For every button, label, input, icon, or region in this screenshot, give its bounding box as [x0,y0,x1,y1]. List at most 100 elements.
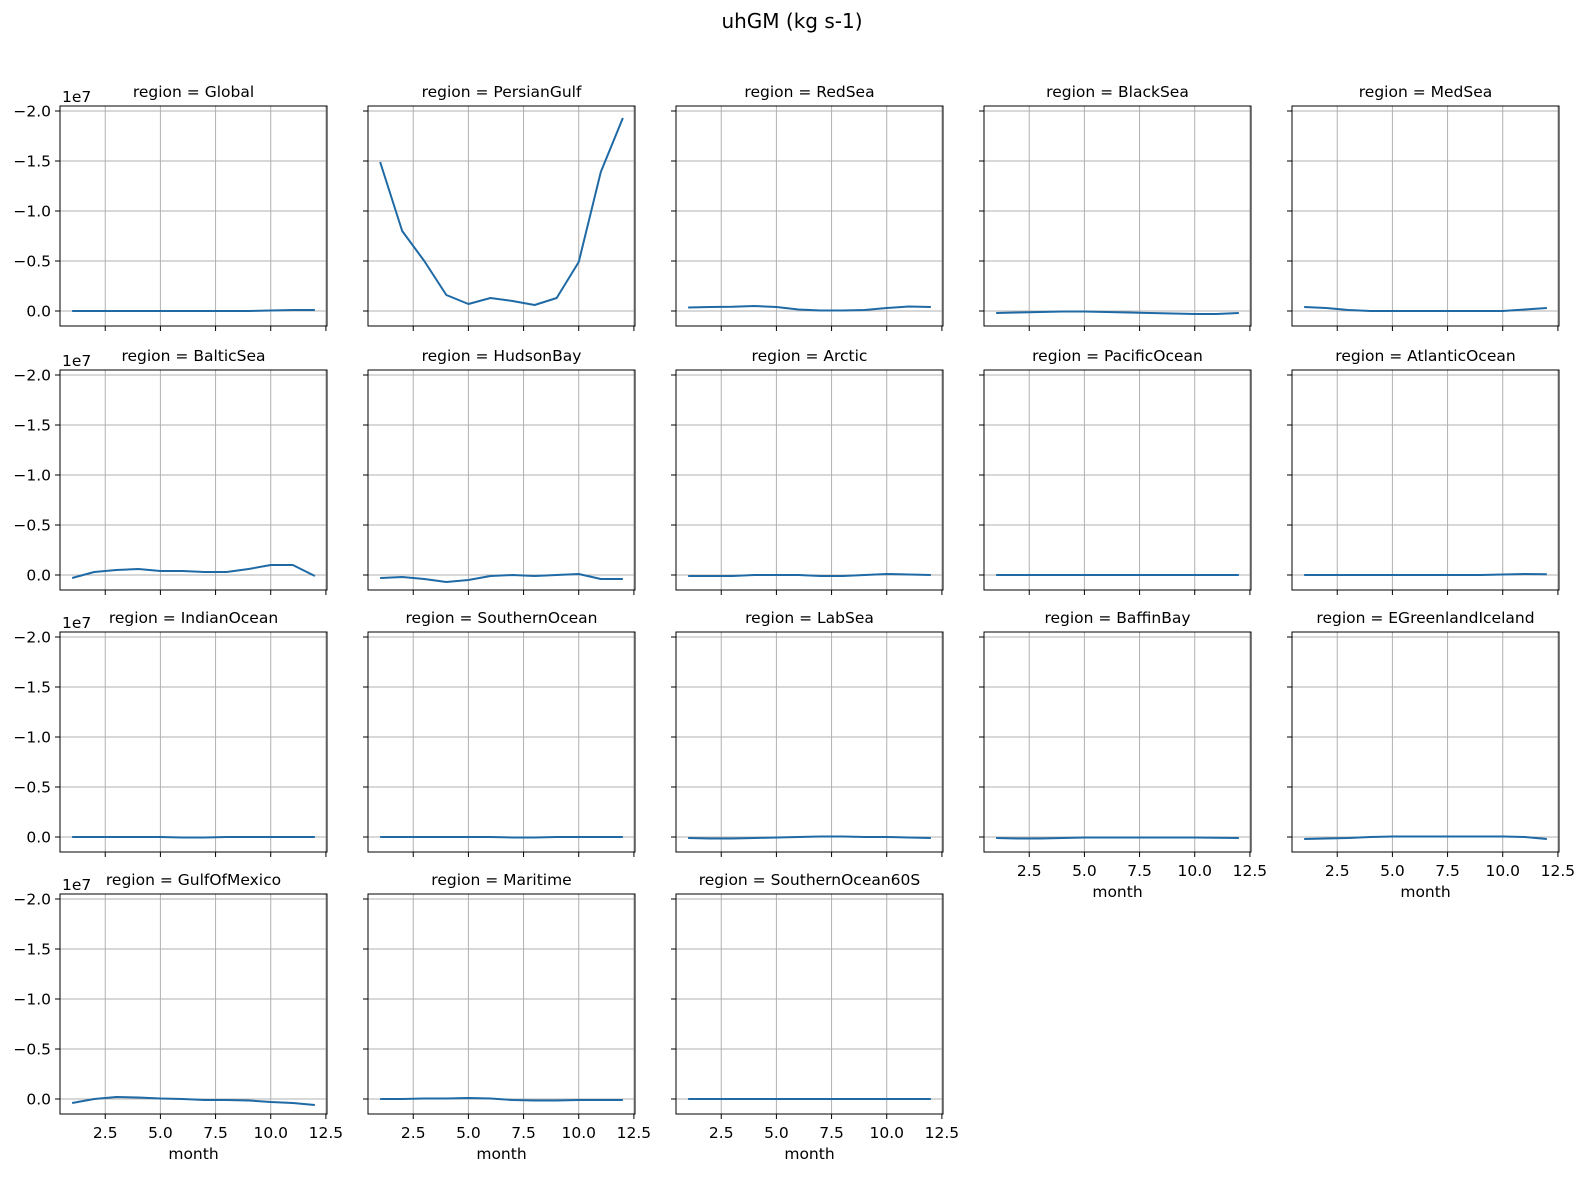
y-tick-label: −2.0 [13,367,51,385]
panel-title: region = Maritime [431,871,571,889]
axes-frame [675,893,944,1115]
panel-title: region = LabSea [745,609,874,627]
x-axis-label: month [1400,883,1450,901]
x-tick-label: 10.0 [253,1124,288,1142]
panel-title: region = MedSea [1359,83,1492,101]
x-tick-label: 2.5 [93,1124,118,1142]
x-tick-label: 2.5 [709,1124,734,1142]
x-tick-label: 5.0 [1380,862,1405,880]
axes-frame [367,893,636,1115]
y-offset-label: 1e7 [62,876,91,894]
panel-title: region = EGreenlandIceland [1316,609,1534,627]
x-tick-label: 7.5 [1127,862,1152,880]
axes-frame [1291,105,1560,327]
x-axis-label: month [168,1145,218,1163]
y-tick-label: −2.0 [13,103,51,121]
panel-pacificocean: region = PacificOcean [979,347,1252,595]
panel-title: region = BaffinBay [1044,609,1190,627]
axes-frame [675,369,944,591]
x-tick-label: 7.5 [819,1124,844,1142]
panel-global: region = Global 0.0 −0.5 −1.0 −1.5 −2.0 1e7 [13,83,328,331]
panel-title: region = BlackSea [1046,83,1189,101]
panel-title: region = AtlanticOcean [1335,347,1515,365]
x-tick-label: 10.0 [869,1124,904,1142]
y-tick-label: −0.5 [13,517,51,535]
x-tick-label: 12.5 [1541,862,1576,880]
panel-egreenlandiceland: region = EGreenlandIceland 2.5 5.0 7.5 10.0 1… [1287,609,1575,901]
x-tick-label: 10.0 [1177,862,1212,880]
panel-title: region = HudsonBay [422,347,582,365]
x-tick-label: 5.0 [456,1124,481,1142]
panel-atlanticocean: region = AtlanticOcean [1287,347,1560,595]
panel-title: region = Arctic [752,347,868,365]
x-tick-label: 7.5 [511,1124,536,1142]
panel-southernocean: region = SouthernOcean [363,609,636,857]
series-line [688,305,931,312]
y-offset-label: 1e7 [62,614,91,632]
panel-southernocean60s: region = SouthernOcean60S 2.5 5.0 7.5 10.0 12… [671,871,959,1163]
panel-title: region = SouthernOcean [406,609,598,627]
series-line [1304,835,1547,840]
x-tick-label: 2.5 [1017,862,1042,880]
x-tick-label: 2.5 [401,1124,426,1142]
axes-frame [983,105,1252,327]
x-axis-label: month [476,1145,526,1163]
series-line [996,310,1239,315]
axes-frame [675,105,944,327]
series-line [380,836,623,839]
y-tick-label: −1.5 [13,153,51,171]
axes-frame [983,369,1252,591]
y-tick-label: −1.5 [13,417,51,435]
series-line [1304,573,1547,576]
figure-title: uhGM (kg s-1) [721,9,862,33]
panel-gulfofmexico: region = GulfOfMexico 0.0 −0.5 −1.0 −1.5 −2.0… [13,871,343,1163]
series-line [380,573,623,583]
panel-baffinbay: region = BaffinBay 2.5 5.0 7.5 10.0 12.5 month [979,609,1267,901]
panel-title: region = GulfOfMexico [106,871,281,889]
series-line [71,1096,315,1106]
y-tick-label: −0.5 [13,1041,51,1059]
y-tick-label: −2.0 [13,629,51,647]
panel-blacksea: region = BlackSea [979,83,1252,331]
axes-frame [1291,369,1560,591]
panel-arctic: region = Arctic [671,347,944,595]
panel-title: region = RedSea [744,83,874,101]
y-tick-label: −1.5 [13,679,51,697]
axes-frame [59,631,328,853]
panel-redsea: region = RedSea [671,83,944,331]
panel-maritime: region = Maritime 2.5 5.0 7.5 10.0 12.5 month [363,871,651,1163]
x-tick-label: 5.0 [1072,862,1097,880]
x-tick-label: 7.5 [1435,862,1460,880]
panel-medsea: region = MedSea [1287,83,1560,331]
x-tick-label: 12.5 [309,1124,344,1142]
x-tick-label: 12.5 [617,1124,652,1142]
panel-title: region = SouthernOcean60S [699,871,921,889]
panel-title: region = PacificOcean [1032,347,1203,365]
series-line [688,573,931,577]
series-line [72,836,315,839]
axes-frame [59,369,328,591]
y-tick-label: 0.0 [26,567,51,585]
x-tick-label: 10.0 [561,1124,596,1142]
x-axis-label: month [784,1145,834,1163]
x-tick-label: 10.0 [1485,862,1520,880]
axes-frame [983,631,1252,853]
y-tick-label: 0.0 [26,303,51,321]
x-tick-label: 5.0 [148,1124,173,1142]
panel-title: region = IndianOcean [109,609,278,627]
series-line [688,835,931,840]
x-tick-label: 5.0 [764,1124,789,1142]
series-line [380,1097,623,1102]
series-line [996,836,1239,840]
panel-labsea: region = LabSea [671,609,944,857]
axes-frame [59,893,328,1115]
panel-balticsea: region = BalticSea 0.0 −0.5 −1.0 −1.5 −2.0 1e7 [13,347,328,595]
axes-frame [367,105,636,327]
axes-frame [1291,631,1560,853]
y-tick-label: 0.0 [26,1091,51,1109]
axes-frame [675,631,944,853]
y-tick-label: −0.5 [13,779,51,797]
y-tick-label: −2.0 [13,891,51,909]
